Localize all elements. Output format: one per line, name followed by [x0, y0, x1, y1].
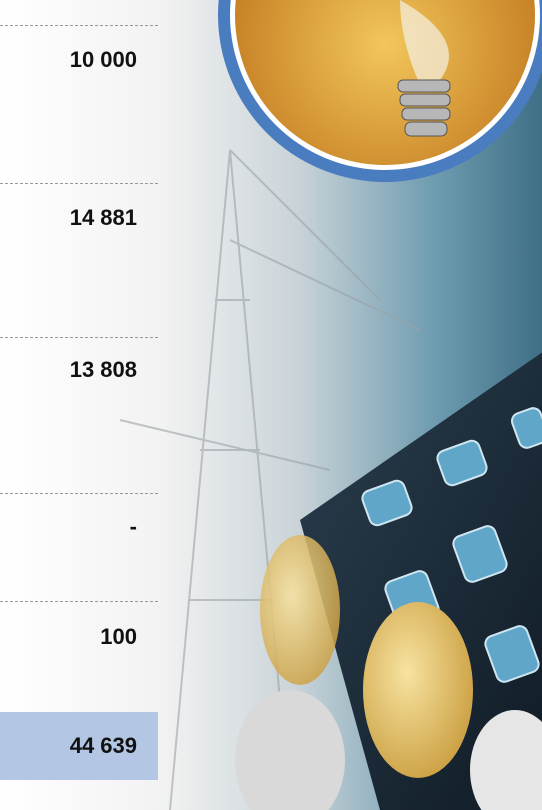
page: 10 000 14 881 13 808 - 100 44 639 (() =>… [0, 0, 542, 810]
total-value: 44 639 [70, 732, 137, 760]
separator [0, 601, 158, 602]
value: 14 881 [70, 204, 137, 232]
separator [0, 25, 158, 26]
separator [0, 183, 158, 184]
separator [0, 337, 158, 338]
value: 10 000 [70, 46, 137, 74]
value: 100 [100, 623, 137, 651]
separator [0, 493, 158, 494]
background-picture [0, 0, 542, 810]
value: - [130, 513, 137, 541]
value: 13 808 [70, 356, 137, 384]
